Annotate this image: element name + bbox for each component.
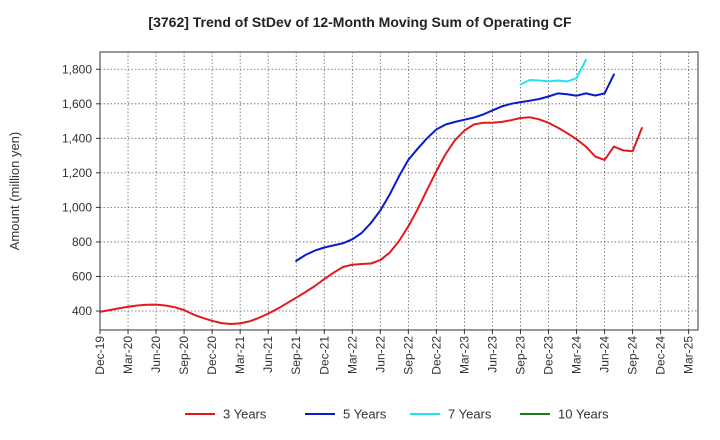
y-tick-label: 1,800 xyxy=(62,62,92,76)
x-tick-label: Jun-23 xyxy=(485,336,499,373)
plot-area-frame xyxy=(99,51,699,331)
y-tick-label: 1,200 xyxy=(62,166,92,180)
series-line-7-years xyxy=(519,58,587,86)
x-tick-label: Jun-24 xyxy=(598,336,612,373)
x-tick-label: Jun-21 xyxy=(261,336,275,373)
y-tick-label: 600 xyxy=(72,269,92,283)
x-tick-label: Mar-21 xyxy=(233,336,247,374)
legend-label: 5 Years xyxy=(343,407,387,422)
x-tick-label: Jun-20 xyxy=(149,336,163,373)
legend-label: 10 Years xyxy=(558,407,609,422)
x-tick-label: Dec-22 xyxy=(429,336,443,375)
x-tick-label: Dec-24 xyxy=(654,336,668,375)
y-tick-label: 1,400 xyxy=(62,131,92,145)
x-tick-label: Dec-19 xyxy=(93,336,107,375)
x-tick-label: Dec-21 xyxy=(317,336,331,375)
y-axis-label: Amount (million yen) xyxy=(7,132,22,251)
legend-label: 3 Years xyxy=(223,407,267,422)
x-tick-label: Sep-21 xyxy=(289,336,303,375)
x-tick-label: Dec-23 xyxy=(542,336,556,375)
x-tick-label: Mar-24 xyxy=(570,336,584,374)
x-tick-label: Sep-22 xyxy=(401,336,415,375)
x-tick-label: Dec-20 xyxy=(205,336,219,375)
x-tick-label: Sep-20 xyxy=(177,336,191,375)
y-tick-label: 1,600 xyxy=(62,97,92,111)
x-tick-label: Mar-22 xyxy=(345,336,359,374)
y-tick-label: 1,000 xyxy=(62,200,92,214)
x-tick-label: Sep-23 xyxy=(513,336,527,375)
x-tick-label: Jun-22 xyxy=(373,336,387,373)
series-line-3-years xyxy=(99,116,643,325)
x-tick-label: Mar-25 xyxy=(682,336,696,374)
x-tick-label: Sep-24 xyxy=(626,336,640,375)
x-tick-label: Mar-23 xyxy=(457,336,471,374)
series-line-5-years xyxy=(295,73,615,262)
x-tick-label: Mar-20 xyxy=(121,336,135,374)
y-tick-label: 400 xyxy=(72,304,92,318)
legend-label: 7 Years xyxy=(448,407,492,422)
chart-title: [3762] Trend of StDev of 12-Month Moving… xyxy=(148,14,572,30)
y-tick-label: 800 xyxy=(72,235,92,249)
